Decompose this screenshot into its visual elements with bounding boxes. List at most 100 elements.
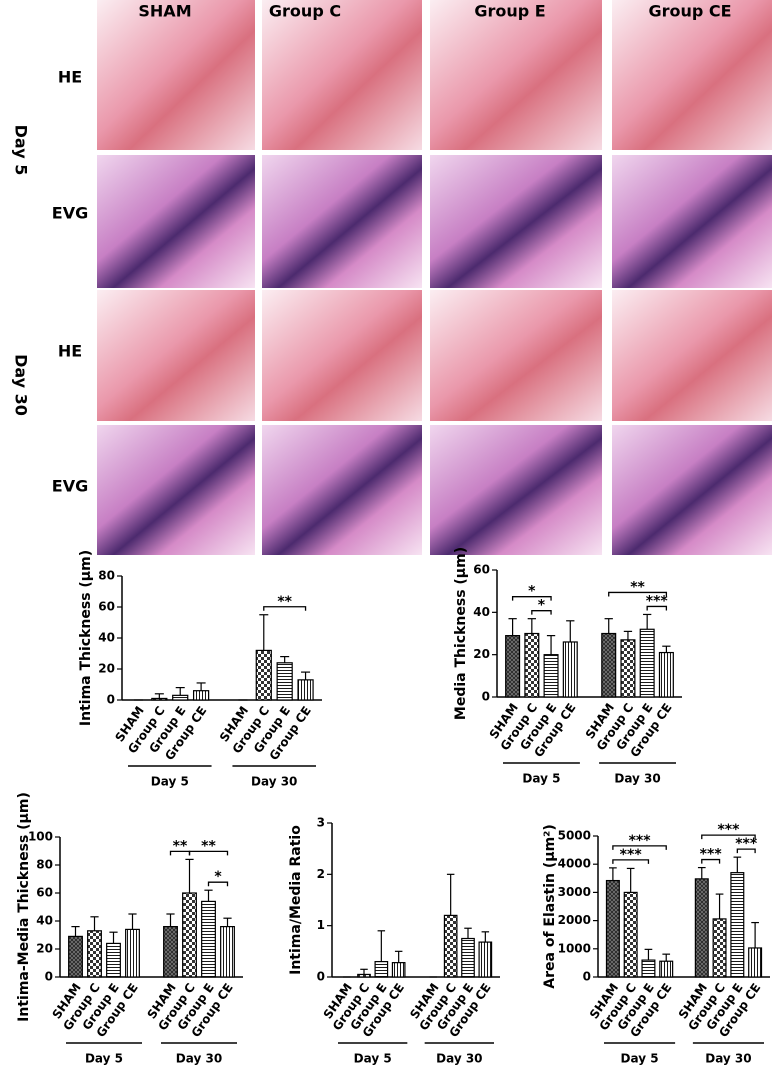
column-header: SHAM (138, 2, 191, 21)
group-label: Day 5 (621, 1052, 659, 1066)
stain-label: HE (58, 68, 82, 87)
significance-bracket (263, 606, 307, 611)
y-tick-label: 0 (107, 693, 115, 707)
day-label: Day 30 (12, 354, 31, 416)
significance-label: ** (630, 579, 645, 595)
bar (192, 690, 210, 701)
bar (543, 654, 559, 698)
bar (201, 900, 216, 978)
y-tick-label: 5000 (558, 829, 591, 843)
histology-image (430, 425, 602, 555)
histology-image (97, 425, 255, 555)
bar (524, 632, 540, 698)
histology-image (612, 290, 772, 421)
significance-bracket (511, 596, 552, 601)
significance-bracket (701, 858, 721, 864)
stain-label: HE (58, 342, 82, 361)
group-label: Day 5 (522, 772, 560, 786)
histology-image (262, 290, 422, 421)
bar (639, 628, 655, 698)
histology-image (430, 290, 602, 421)
y-tick-label: 0 (482, 690, 490, 704)
bar (68, 935, 83, 978)
bar (562, 641, 578, 698)
column-header: Group C (269, 2, 341, 21)
histology-image (430, 0, 602, 150)
histology-image (97, 290, 255, 421)
y-axis-label: Intima Thickness (µm) (78, 550, 94, 726)
significance-bracket (608, 591, 668, 597)
significance-bracket (188, 850, 229, 856)
bar (357, 973, 371, 978)
significance-label: *** (646, 593, 669, 609)
bar (172, 694, 189, 701)
significance-bracket (207, 881, 229, 887)
y-axis-label: Media Thickness (µm) (453, 547, 469, 720)
bar (461, 937, 475, 978)
histology-image (612, 155, 772, 288)
bar (297, 679, 314, 701)
group-label: Day 30 (436, 1052, 482, 1066)
significance-bracket (612, 859, 650, 864)
y-tick-label: 40 (473, 605, 490, 619)
bar (730, 872, 745, 978)
bar (658, 651, 674, 698)
histology-image (262, 425, 422, 555)
bar (712, 918, 727, 978)
histology-image (97, 155, 255, 288)
bar (641, 959, 656, 978)
histology-panel: SHAM Group C Group E Group CE HE EVG HE … (12, 0, 772, 555)
significance-bracket (736, 848, 756, 854)
significance-label: *** (717, 822, 740, 838)
group-label: Day 30 (251, 775, 297, 789)
column-header: Group CE (648, 2, 731, 21)
significance-label: * (538, 598, 546, 614)
column-header: Group E (474, 2, 545, 21)
significance-label: *** (629, 833, 652, 849)
significance-label: ** (277, 594, 292, 610)
bar (478, 941, 493, 978)
y-tick-label: 3000 (558, 885, 591, 899)
group-label: Day 30 (176, 1052, 222, 1066)
bar (125, 928, 140, 978)
histology-image (262, 0, 422, 150)
y-tick-label: 3 (317, 816, 325, 830)
significance-label: * (528, 584, 536, 600)
y-tick-label: 60 (36, 886, 53, 900)
y-axis-label: Intima/Media Ratio (288, 825, 304, 975)
group-label: Day 30 (614, 772, 660, 786)
significance-bracket (701, 834, 756, 840)
stain-label: EVG (52, 477, 88, 496)
bar (163, 925, 178, 978)
y-tick-label: 80 (36, 858, 53, 872)
group-label: Day 30 (705, 1052, 751, 1066)
bar (505, 635, 521, 698)
bar (391, 962, 406, 978)
y-tick-label: 1 (317, 918, 325, 932)
y-tick-label: 80 (98, 569, 115, 583)
image-grid (97, 0, 772, 555)
stain-label: EVG (52, 204, 88, 223)
bar (220, 925, 235, 978)
y-tick-label: 20 (98, 662, 115, 676)
bar (623, 891, 638, 978)
y-axis-label: Area of Elastin (µm²) (542, 824, 558, 988)
significance-bracket (612, 845, 667, 850)
bar (87, 930, 102, 978)
y-tick-label: 0 (45, 970, 53, 984)
significance-label: * (214, 869, 222, 885)
group-label: Day 5 (151, 775, 189, 789)
bar (255, 649, 272, 701)
bar (374, 960, 389, 978)
y-tick-label: 60 (98, 600, 115, 614)
bar (605, 879, 620, 978)
histology-image (430, 155, 602, 288)
y-tick-label: 20 (36, 942, 53, 956)
significance-bracket (646, 605, 668, 611)
